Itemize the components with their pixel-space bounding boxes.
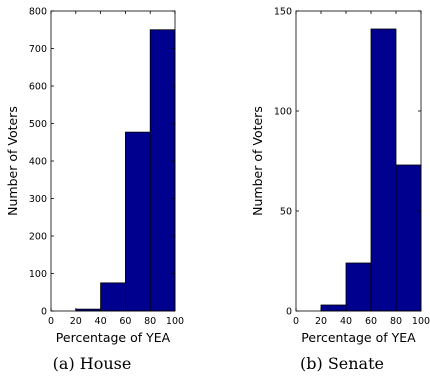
senate-axes-frame	[295, 10, 422, 312]
house-x-tick-label: 100	[166, 316, 184, 327]
senate-x-tick-label: 40	[340, 316, 352, 327]
house-y-ticks: 0 100 200 300 400 500 600 700 800	[29, 7, 175, 318]
senate-bar-20-40	[320, 304, 347, 312]
senate-caption: (b) Senate	[300, 354, 384, 373]
senate-y-ticks: 0 50 100 150	[274, 7, 421, 318]
house-x-axis-label: Percentage of YEA	[56, 330, 171, 345]
senate-bar-80-100	[395, 164, 422, 312]
house-y-tick-label: 200	[29, 232, 47, 243]
house-bar-60-80	[125, 131, 151, 312]
senate-bar-40-60	[345, 262, 372, 312]
house-y-tick-label: 600	[29, 82, 47, 93]
house-bars	[75, 29, 176, 312]
senate-x-axis-label: Percentage of YEA	[301, 330, 416, 345]
senate-y-tick-label: 150	[274, 7, 292, 18]
house-y-tick-label: 400	[29, 157, 47, 168]
senate-x-tick-label: 60	[365, 316, 377, 327]
house-caption: (a) House	[53, 354, 132, 373]
house-y-tick-label: 0	[41, 307, 47, 318]
senate-x-tick-label: 0	[293, 316, 299, 327]
senate-bar-60-80	[370, 28, 397, 312]
house-x-tick-label: 60	[119, 316, 131, 327]
house-bar-80-100	[149, 29, 176, 312]
senate-y-tick-label: 0	[286, 307, 292, 318]
senate-x-tick-label: 80	[390, 316, 402, 327]
senate-x-tick-label: 100	[412, 316, 430, 327]
senate-x-ticks: 0 20 40 60 80 100	[293, 11, 430, 327]
house-bar-40-60	[100, 282, 126, 312]
house-y-tick-label: 300	[29, 194, 47, 205]
house-x-tick-label: 80	[144, 316, 156, 327]
house-y-axis-label: Number of Voters	[5, 106, 20, 216]
house-y-tick-label: 500	[29, 119, 47, 130]
senate-y-tick-label: 50	[280, 207, 292, 218]
house-histogram-panel: 0 100 200 300 400 500 600 700 800 0 20 40 60 80 100 N…	[5, 7, 184, 374]
senate-bars	[320, 28, 422, 312]
house-x-tick-label: 20	[70, 316, 82, 327]
senate-y-tick-label: 100	[274, 107, 292, 118]
senate-x-tick-label: 20	[315, 316, 327, 327]
house-y-tick-label: 800	[29, 7, 47, 18]
house-x-tick-label: 0	[48, 316, 54, 327]
house-y-tick-label: 100	[29, 269, 47, 280]
senate-y-axis-label: Number of Voters	[250, 106, 265, 216]
house-x-tick-label: 40	[95, 316, 107, 327]
house-y-tick-label: 700	[29, 44, 47, 55]
house-x-ticks: 0 20 40 60 80 100	[48, 11, 184, 327]
